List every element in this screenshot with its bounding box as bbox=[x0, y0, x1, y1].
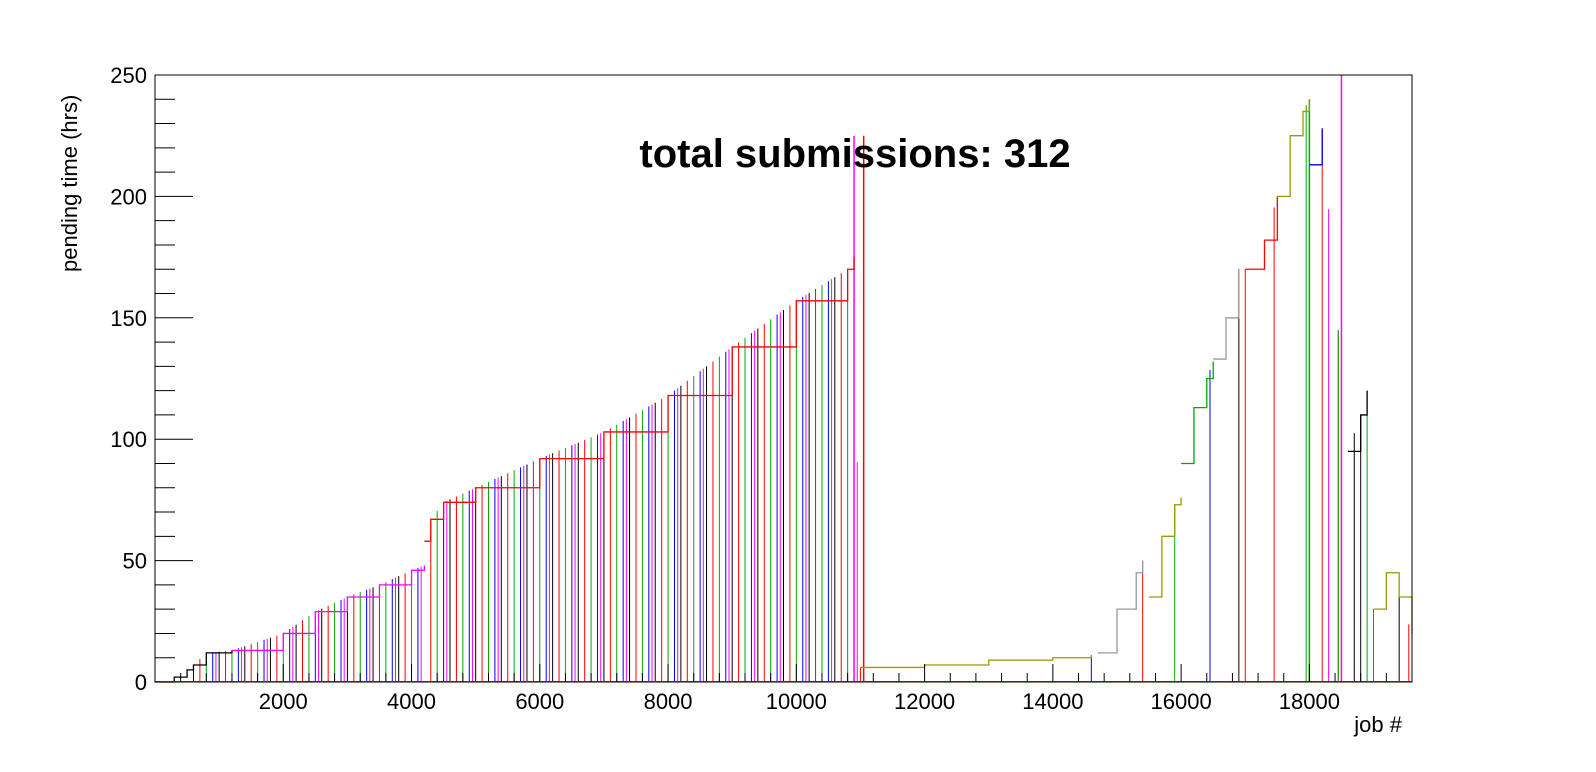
series-line-3 bbox=[860, 655, 1092, 669]
y-tick-label-1: 50 bbox=[123, 549, 147, 574]
y-tick-label-4: 200 bbox=[110, 184, 147, 209]
y-axis-title: pending time (hrs) bbox=[57, 95, 82, 272]
y-tick-label-2: 100 bbox=[110, 427, 147, 452]
series-line-6 bbox=[1181, 361, 1214, 465]
x-tick-label-7: 16000 bbox=[1151, 689, 1212, 714]
series-line-1 bbox=[231, 565, 426, 652]
x-tick-label-4: 10000 bbox=[766, 689, 827, 714]
series-line-12 bbox=[1373, 572, 1413, 634]
x-tick-label-5: 12000 bbox=[894, 689, 955, 714]
axis-layer: 2000 4000 6000 8000 10000 12000 14000 16000 1800… bbox=[110, 63, 1387, 714]
series-line-8 bbox=[1245, 196, 1278, 270]
series-line-10 bbox=[1309, 128, 1323, 166]
chart-title: total submissions: 312 bbox=[639, 132, 1070, 176]
series-line-9 bbox=[1277, 99, 1311, 198]
series-line-5 bbox=[1149, 497, 1182, 598]
data-layer bbox=[155, 75, 1413, 683]
x-tick-label-2: 6000 bbox=[515, 689, 564, 714]
x-tick-label-8: 18000 bbox=[1279, 689, 1340, 714]
series-line-7 bbox=[1213, 269, 1240, 360]
series-line-4 bbox=[1097, 560, 1144, 654]
x-tick-label-6: 14000 bbox=[1022, 689, 1083, 714]
series-line-0 bbox=[155, 650, 233, 683]
series-line-2 bbox=[424, 257, 855, 542]
x-tick-label-0: 2000 bbox=[259, 689, 308, 714]
y-tick-label-5: 250 bbox=[110, 63, 147, 88]
x-axis-title: job # bbox=[1353, 712, 1402, 737]
plot-frame bbox=[154, 74, 1413, 683]
x-tick-label-3: 8000 bbox=[644, 689, 693, 714]
y-tick-label-3: 150 bbox=[110, 306, 147, 331]
x-tick-label-1: 4000 bbox=[387, 689, 436, 714]
y-tick-label-0: 0 bbox=[135, 670, 147, 695]
series-line-11 bbox=[1347, 390, 1368, 452]
